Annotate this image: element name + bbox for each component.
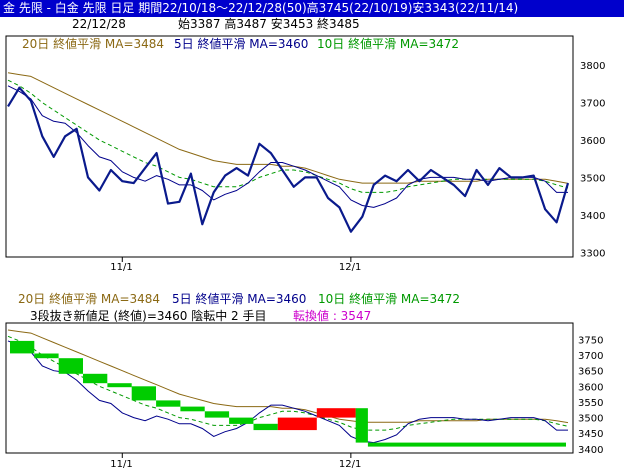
down-block (58, 358, 83, 374)
y-tick-label: 3700 (578, 351, 603, 362)
ma10-line (7, 335, 569, 431)
ma20-line (7, 72, 569, 184)
y-tick-label: 3500 (578, 414, 603, 425)
legend2-ma20: 20日 終値平滑 MA=3484 (18, 291, 160, 306)
down-block (229, 417, 254, 424)
y-tick-label: 3450 (578, 429, 603, 440)
price-chart-frame (5, 35, 574, 258)
y-tick-label: 3550 (578, 398, 603, 409)
down-block (180, 406, 205, 412)
y-tick-label: 3700 (580, 99, 605, 110)
y-tick-label: 3600 (578, 382, 603, 393)
down-block (253, 423, 278, 431)
legend-ma5: 5日 終値平滑 MA=3460 (174, 36, 308, 51)
ma10-line (7, 79, 569, 193)
y-tick-label: 3400 (580, 211, 605, 222)
x-tick-label: 11/1 (110, 459, 132, 470)
window-title: 金 先限 - 白金 先限 日足 期間22/10/18～22/12/28(50)高… (3, 1, 519, 15)
up-block (277, 417, 317, 431)
y-tick-label: 3600 (580, 136, 605, 147)
down-block (107, 383, 132, 388)
y-tick-label: 3650 (578, 367, 603, 378)
legend2-ma5: 5日 終値平滑 MA=3460 (172, 291, 306, 306)
ma20-line (7, 329, 569, 424)
down-block (204, 411, 230, 418)
down-block (355, 408, 368, 443)
title-bar: 金 先限 - 白金 先限 日足 期間22/10/18～22/12/28(50)高… (0, 0, 624, 17)
ma5-line (7, 340, 568, 444)
break-chart-frame (5, 322, 574, 454)
y-tick-label: 3800 (580, 61, 605, 72)
down-block (367, 442, 566, 447)
date-label: 22/12/28 (72, 17, 126, 31)
x-tick-label: 11/1 (110, 262, 132, 273)
legend2-ma10: 10日 終値平滑 MA=3472 (318, 291, 460, 306)
down-block (156, 400, 181, 407)
down-block (34, 353, 59, 359)
x-tick-label: 12/1 (339, 262, 361, 273)
reversal-value: 転換値 : 3547 (293, 308, 371, 323)
legend-ma20: 20日 終値平滑 MA=3484 (22, 36, 164, 51)
x-tick-label: 12/1 (339, 459, 361, 470)
down-block (131, 386, 156, 401)
up-block (316, 408, 356, 418)
break-plot: 3400 3450 3500 3550 3600 3650 3700 3750 11/1 12/1 (7, 329, 603, 470)
price-plot: 3300 3400 3500 3600 3700 3800 11/1 12/1 (7, 61, 605, 273)
y-tick-label: 3300 (580, 248, 605, 259)
y-tick-label: 3500 (580, 173, 605, 184)
y-tick-label: 3400 (578, 445, 603, 456)
down-block (83, 373, 108, 384)
ma5-line (7, 85, 568, 208)
down-block (10, 340, 35, 354)
break-status: 3段抜き新値足 (終値)=3460 陰転中 2 手目 (30, 308, 267, 323)
y-tick-label: 3750 (578, 335, 603, 346)
close-line (7, 86, 570, 233)
ohlc-label: 始3387 高3487 安3453 終3485 (178, 16, 360, 31)
legend-ma10: 10日 終値平滑 MA=3472 (317, 36, 459, 51)
